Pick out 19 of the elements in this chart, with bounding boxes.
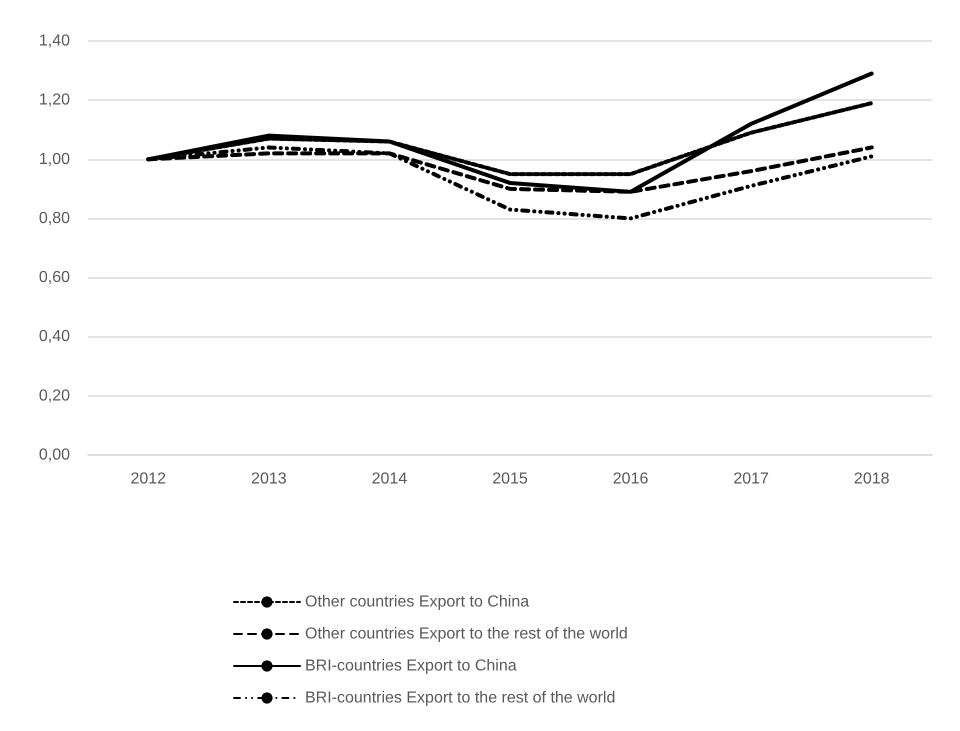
y-tick-label: 1,00 [38,150,70,168]
legend-label: Other countries Export to the rest of the world [305,626,628,642]
y-tick-label: 0,60 [38,269,70,286]
y-tick-label: 0,40 [38,328,70,346]
legend-label: BRI-countries Export to China [305,658,517,674]
x-tick-label: 2016 [612,470,648,488]
x-tick-label: 2017 [733,470,770,488]
x-tick-label: 2018 [854,470,890,488]
y-tick-label: 1,40 [38,32,70,50]
x-tick-label: 2015 [492,470,528,488]
legend-label: BRI-countries Export to the rest of the world [305,690,616,706]
y-tick-label: 0,20 [38,387,70,404]
y-tick-label: 0,80 [38,210,70,227]
y-tick-label: 0,00 [38,446,70,464]
legend-label: Other countries Export to China [305,594,530,610]
x-tick-label: 2013 [251,470,287,488]
x-tick-label: 2014 [372,470,408,488]
x-tick-label: 2012 [130,470,166,488]
y-tick-label: 1,20 [38,92,70,109]
